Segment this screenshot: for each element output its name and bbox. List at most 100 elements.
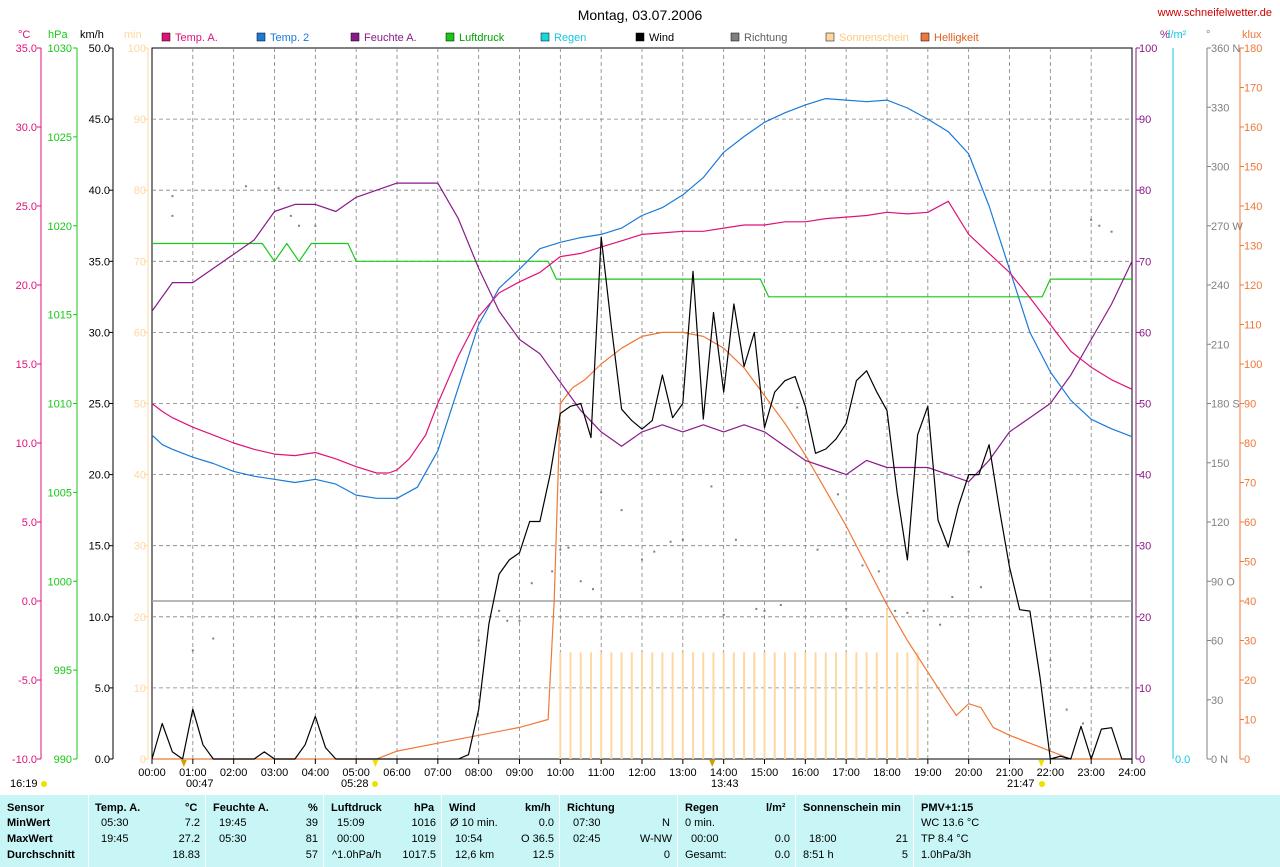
direction-column: Richtung 07:30 N 02:45 W-NW 0 <box>559 795 678 867</box>
direction-point <box>951 596 954 599</box>
pressure-tick-label: 1030 <box>48 43 72 55</box>
pressure-tick-label: 1020 <box>48 221 72 233</box>
temp-a-min-time: 05:30 <box>101 817 129 829</box>
pressure-tick-label: 1015 <box>48 310 72 322</box>
direction-tick-label: 270 W <box>1211 221 1243 233</box>
pmv-column: PMV+1:15 WC 13.6 °C TP 8.4 °C 1.0hPa/3h <box>913 795 1280 867</box>
humidity-line <box>151 182 1133 483</box>
sun_min-tick-label: 70 <box>134 256 146 268</box>
direction-point <box>906 611 909 614</box>
time-marker-triangle <box>180 760 187 767</box>
legend-swatch <box>730 32 740 42</box>
rain-total-value: 0.0 <box>774 849 790 861</box>
wind-unit-label: km/h <box>80 29 104 41</box>
humidity-tick-label: 30 <box>1139 541 1151 553</box>
direction-point <box>734 538 737 541</box>
x-tick-label: 01:00 <box>179 767 207 779</box>
temp-tick-label: 15.0 <box>16 359 37 371</box>
x-tick-label: 09:00 <box>506 767 534 779</box>
lux-tick-label: 80 <box>1244 438 1256 450</box>
brightness-line <box>152 331 1132 760</box>
direction-point <box>710 485 713 488</box>
pressure-unit-label: hPa <box>48 29 68 41</box>
direction-tick-label: 210 <box>1211 339 1229 351</box>
direction-point <box>212 637 215 640</box>
humidity-unit-label: % <box>1160 29 1170 41</box>
row-label-max: MaxWert <box>7 833 53 845</box>
direction-tick-label: 240 <box>1211 280 1229 292</box>
direction-point <box>191 649 194 652</box>
direction-point <box>579 580 582 583</box>
legend-swatch <box>825 32 835 42</box>
temp-tick-label: 0.0 <box>22 596 37 608</box>
sun-max-time: 18:00 <box>809 833 837 845</box>
x-tick-label: 06:00 <box>383 767 411 779</box>
direction-point <box>1008 570 1011 573</box>
wind-avg: 12.5 <box>532 849 554 861</box>
x-tick-label: 07:00 <box>424 767 452 779</box>
legend-swatch <box>445 32 455 42</box>
lux-tick-label: 0 <box>1244 754 1250 766</box>
temp-tick-label: 25.0 <box>16 201 37 213</box>
x-tick-label: 21:00 <box>996 767 1024 779</box>
x-tick-label: 03:00 <box>261 767 289 779</box>
sun-duration: 8:51 h <box>803 849 834 861</box>
rain-minutes: 0 min. <box>685 817 715 829</box>
direction-unit-label: ° <box>1206 29 1210 41</box>
pressure-trend: ^1.0hPa/h <box>332 849 382 861</box>
direction-tick-label: 180 S <box>1211 399 1240 411</box>
sun_min-tick-label: 100 <box>128 43 146 55</box>
sun_min-tick-label: 0 <box>140 754 146 766</box>
x-tick-label: 00:00 <box>138 767 166 779</box>
sun-column: Sonnenschein min 18:00 21 8:51 h 5 <box>795 795 914 867</box>
wind-tick-label: 25.0 <box>89 399 110 411</box>
time-marker-triangle <box>709 760 716 767</box>
wind-tick-label: 0.0 <box>95 754 110 766</box>
legend-label: Temp. A. <box>175 32 218 44</box>
x-tick-label: 20:00 <box>955 767 983 779</box>
humidity-tick-label: 70 <box>1139 256 1151 268</box>
rain-max-value: 0.0 <box>774 833 790 845</box>
direction-point <box>845 607 848 610</box>
direction-header: Richtung <box>567 802 615 814</box>
grid <box>152 48 1132 759</box>
lux-tick-label: 130 <box>1244 241 1262 253</box>
temp-a-line <box>151 200 1133 474</box>
legend-label: Luftdruck <box>459 32 505 44</box>
direction-point <box>477 639 480 642</box>
legend-label: Feuchte A. <box>364 32 417 44</box>
humidity-tick-label: 0 <box>1139 754 1145 766</box>
humidity-max-value: 81 <box>305 833 318 845</box>
sunrise-label: 05:28 <box>341 778 369 790</box>
direction-point <box>796 406 799 409</box>
site-url[interactable]: www.schneifelwetter.de <box>1157 7 1272 19</box>
legend-label: Wind <box>649 32 674 44</box>
lux-tick-label: 10 <box>1244 715 1256 727</box>
moon-icon <box>41 781 47 787</box>
legend-swatch <box>540 32 550 42</box>
direction-avg: 0 <box>663 849 670 861</box>
temp-a-avg: 18.83 <box>172 849 200 861</box>
wind-max-time: 10:54 <box>455 833 483 845</box>
sun_min-tick-label: 50 <box>134 399 146 411</box>
temp-tick-label: -5.0 <box>18 675 37 687</box>
direction-point <box>171 214 174 217</box>
direction-point <box>1065 708 1068 711</box>
wind-header: Wind <box>449 802 476 814</box>
sunset-icon <box>1039 781 1045 787</box>
time-marker-triangle <box>1038 760 1045 767</box>
x-tick-label: 15:00 <box>751 767 779 779</box>
wind-column: Wind km/h Ø 10 min. 0.0 10:54 O 36.5 12,… <box>441 795 560 867</box>
pressure-column: Luftdruck hPa 15:09 1016 00:00 1019 ^1.0… <box>323 795 442 867</box>
pressure-max-value: 1019 <box>411 833 436 845</box>
humidity-tick-label: 10 <box>1139 683 1151 695</box>
pressure-tick-label: 1005 <box>48 487 72 499</box>
direction-point <box>816 548 819 551</box>
direction-point <box>681 538 684 541</box>
temp-a-header: Temp. A. <box>95 802 141 814</box>
lux-tick-label: 110 <box>1244 320 1262 332</box>
lux-unit-label: klux <box>1242 29 1262 41</box>
direction-point <box>894 609 897 612</box>
wind-tick-label: 50.0 <box>89 43 110 55</box>
direction-point <box>600 491 603 494</box>
